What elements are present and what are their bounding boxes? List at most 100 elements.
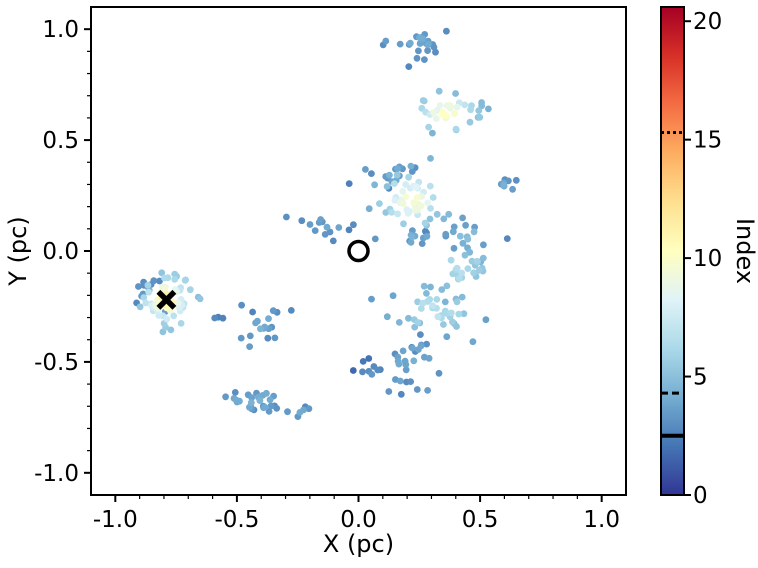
scatter-point: [438, 110, 446, 118]
scatter-point: [412, 183, 420, 191]
scatter-point: [405, 314, 412, 322]
scatter-point: [359, 358, 367, 365]
scatter-point: [460, 310, 468, 318]
scatter-point: [389, 292, 397, 300]
scatter-point: [425, 123, 432, 131]
scatter-point: [186, 286, 194, 294]
scatter-point: [305, 405, 313, 413]
origin-circle-marker: [347, 239, 370, 263]
scatter-point: [406, 39, 414, 47]
scatter-point: [306, 221, 314, 228]
scatter-point: [412, 206, 419, 214]
scatter-point: [461, 101, 469, 109]
scatter-point: [417, 331, 424, 338]
scatter-point: [345, 180, 353, 188]
colorbar-tick-label: 5: [693, 365, 708, 391]
scatter-point: [415, 346, 422, 353]
scatter-point: [170, 312, 178, 320]
y-tick-label: -0.5: [34, 350, 79, 376]
scatter-point: [365, 205, 373, 213]
scatter-point: [453, 264, 461, 272]
scatter-point: [423, 232, 431, 240]
scatter-point: [436, 102, 444, 109]
scatter-point: [475, 107, 483, 114]
scatter-point: [413, 54, 421, 62]
scatter-point: [503, 235, 511, 243]
scatter-point: [396, 40, 404, 48]
scatter-point: [456, 232, 464, 240]
scatter-point: [349, 367, 357, 374]
scatter-point: [419, 299, 427, 307]
scatter-point: [269, 307, 277, 315]
scatter-point: [399, 347, 407, 355]
x-tick-label: -0.5: [214, 507, 259, 533]
scatter-point: [142, 299, 150, 307]
scatter-point: [222, 393, 230, 401]
scatter-point: [382, 37, 390, 45]
cross-marker: [156, 289, 177, 310]
scatter-point: [435, 87, 443, 95]
scatter-point: [156, 277, 163, 285]
scatter-point: [421, 56, 428, 63]
scatter-point: [452, 125, 460, 133]
x-tick-label: 0.5: [462, 507, 499, 533]
scatter-point: [247, 399, 255, 407]
scatter-point: [424, 47, 431, 54]
scatter-point: [461, 251, 469, 259]
scatter-point: [323, 223, 331, 231]
scatter-points: [133, 27, 520, 420]
scatter-point: [467, 106, 474, 114]
colorbar-tick-label: 15: [693, 128, 722, 154]
scatter-point: [171, 276, 179, 283]
scatter-point: [453, 103, 461, 111]
scatter-point: [424, 199, 432, 207]
scatter-point: [405, 173, 412, 181]
scatter-point: [464, 235, 472, 243]
scatter-point: [311, 227, 319, 235]
scatter-point: [407, 378, 414, 385]
scatter-point: [459, 239, 467, 247]
scatter-point: [402, 193, 410, 201]
scatter-point: [469, 338, 477, 346]
plot-frame: [90, 6, 627, 496]
scatter-point: [466, 118, 474, 126]
scatter-point: [432, 115, 440, 122]
scatter-point: [283, 213, 290, 221]
colorbar-fill: [661, 7, 684, 495]
scatter-point: [403, 206, 411, 214]
scatter-point: [140, 294, 148, 301]
scatter-point: [383, 313, 391, 321]
scatter-point: [405, 63, 413, 70]
scatter-point: [442, 230, 450, 238]
y-tick-label: 0.5: [42, 128, 79, 154]
x-tick-label: 1.0: [583, 507, 620, 533]
scatter-point: [231, 389, 239, 396]
scatter-point: [391, 180, 398, 188]
scatter-point: [420, 282, 428, 290]
scatter-point: [450, 244, 458, 252]
scatter-point: [408, 168, 416, 175]
x-axis-label: X (pc): [323, 530, 394, 558]
scatter-point: [440, 215, 448, 223]
scatter-point: [219, 314, 227, 322]
scatter-point: [329, 237, 337, 245]
scatter-point: [409, 344, 416, 352]
x-tick-label: -1.0: [93, 507, 138, 533]
scatter-point: [135, 283, 142, 290]
scatter-point: [425, 354, 433, 362]
scatter-point: [399, 187, 407, 195]
scatter-point: [407, 238, 415, 246]
scatter-point: [317, 216, 324, 223]
scatter-point: [196, 295, 204, 303]
scatter-point: [273, 405, 281, 412]
scatter-point: [468, 257, 476, 265]
scatter-point: [393, 171, 401, 179]
scatter-point: [374, 366, 382, 374]
scatter-point: [414, 319, 422, 326]
scatter-point: [470, 269, 477, 277]
colorbar-tick-label: 20: [693, 9, 722, 35]
scatter-point: [480, 241, 487, 249]
scatter-point: [425, 40, 432, 48]
scatter-point: [433, 210, 441, 218]
